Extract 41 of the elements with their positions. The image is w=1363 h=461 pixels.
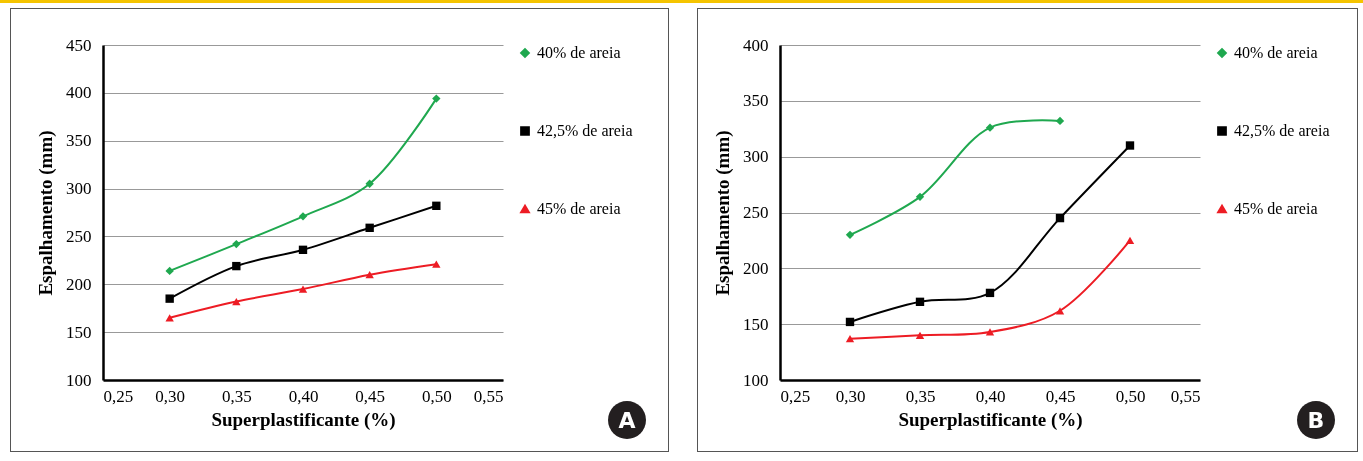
legend-label: 42,5% de areia [537,122,633,139]
y-tick-label: 450 [66,35,92,55]
legend-label: 40% de areia [537,44,621,61]
y-tick-label: 100 [743,370,769,390]
y-tick-label: 350 [66,131,92,151]
x-tick-label: 0,30 [155,386,186,406]
x-tick-label: 0,35 [905,386,936,406]
legend-label: 40% de areia [1234,44,1318,61]
x-tick-label: 0,40 [975,386,1006,406]
y-tick-label: 300 [743,147,769,167]
y-tick-label: 350 [743,91,769,111]
y-tick-label: 300 [66,179,92,199]
x-tick-label: 0,40 [288,386,319,406]
x-tick-label: 0,45 [355,386,386,406]
y-tick-label: 200 [743,258,769,278]
legend-label: 45% de areia [1234,200,1318,217]
x-axis-title: Superplastificante (%) [211,408,396,431]
y-tick-label: 200 [66,274,92,294]
legend-label: 45% de areia [537,200,621,217]
x-tick-label: 0,45 [1045,386,1076,406]
x-tick-label: 0,25 [103,386,134,406]
x-tick-label: 0,35 [221,386,252,406]
y-tick-label: 400 [743,35,769,55]
y-tick-label: 100 [66,370,92,390]
x-axis-title: Superplastificante (%) [898,408,1083,431]
x-tick-label: 0,25 [780,386,811,406]
text: A [608,401,646,439]
y-tick-label: 400 [66,83,92,103]
y-axis-title: Espalhamento (mm) [35,130,57,296]
x-tick-label: 0,50 [421,386,452,406]
x-tick-label: 0,55 [1170,386,1201,406]
y-tick-label: 250 [743,203,769,222]
text: B [1297,401,1335,439]
legend-label: 42,5% de areia [1234,122,1330,139]
x-tick-label: 0,30 [835,386,866,406]
y-tick-label: 150 [743,314,769,334]
y-tick-label: 250 [66,226,92,246]
x-tick-label: 0,55 [473,386,504,406]
y-axis-title: Espalhamento (mm) [712,130,734,296]
x-tick-label: 0,50 [1115,386,1146,406]
y-tick-label: 150 [66,322,92,342]
